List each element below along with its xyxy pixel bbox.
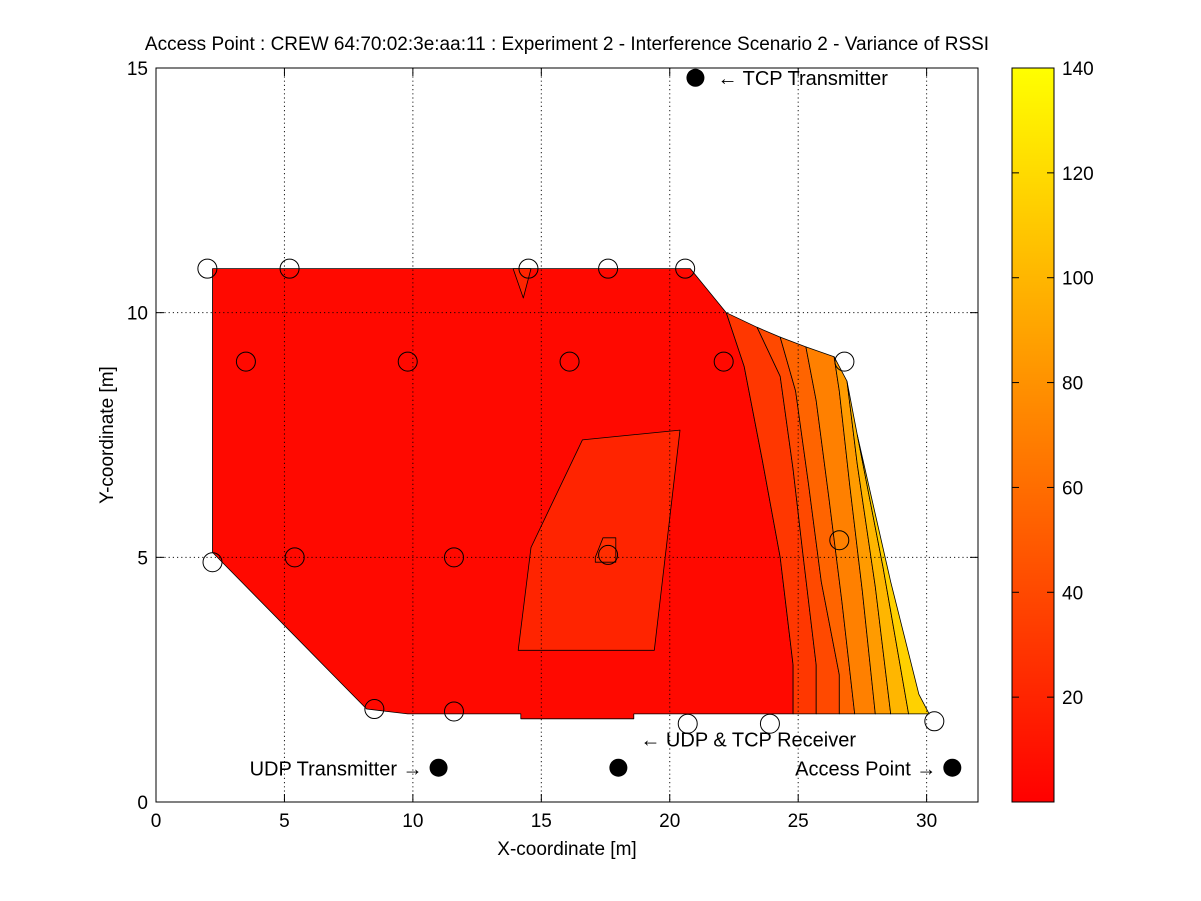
measurement-point [279, 258, 300, 279]
measurement-point [829, 530, 850, 551]
tcp-transmitter-marker [686, 68, 705, 87]
x-tick-label: 0 [151, 811, 162, 832]
measurement-point [598, 544, 619, 565]
x-tick-label: 10 [402, 811, 423, 832]
udp-tcp-receiver-marker [609, 758, 628, 777]
contour-region [512, 268, 532, 299]
contour-regions [212, 268, 930, 720]
contour-region [594, 537, 617, 563]
colorbar-tick-label: 40 [1062, 583, 1083, 604]
x-axis-label: X-coordinate [m] [497, 839, 636, 860]
measurement-point [675, 258, 696, 279]
udp-transmitter-label: UDP Transmitter → [250, 759, 423, 781]
colorbar-tick-label: 120 [1062, 164, 1094, 185]
colorbar-tick-label: 20 [1062, 688, 1083, 709]
measurement-point [284, 547, 305, 568]
tcp-transmitter-label: ← TCP Transmitter [717, 68, 888, 90]
colorbar [1011, 67, 1055, 803]
measurement-point [235, 351, 256, 372]
colorbar-ticks: 20 40 60 80 100 120 140 [1012, 59, 1094, 709]
x-tick-label: 20 [659, 811, 680, 832]
x-tick-label: 25 [788, 811, 809, 832]
x-tick-label: 30 [916, 811, 937, 832]
contour-region [517, 429, 681, 651]
measurement-point [834, 351, 855, 372]
y-axis-label: Y-coordinate [m] [97, 366, 118, 504]
measurement-point [443, 547, 464, 568]
measurement-point [443, 701, 464, 722]
axis-ticks: 0 5 10 15 20 25 30 0 5 10 15 [127, 59, 978, 832]
measurement-point [364, 699, 385, 720]
udp-tcp-receiver-label: ← UDP & TCP Receiver [640, 730, 856, 752]
measurement-point [713, 351, 734, 372]
measurement-point [598, 258, 619, 279]
x-tick-label: 5 [279, 811, 290, 832]
measurement-point [202, 552, 223, 573]
measurement-point [518, 258, 539, 279]
measurement-points [197, 258, 945, 734]
y-tick-label: 15 [127, 59, 148, 80]
measurement-point [677, 713, 698, 734]
contour-region [856, 434, 930, 715]
colorbar-tick-label: 80 [1062, 374, 1083, 395]
y-tick-label: 0 [137, 793, 148, 814]
measurement-point [397, 351, 418, 372]
device-markers: ← TCP Transmitter UDP Transmitter → ← UDP … [250, 68, 962, 781]
access-point-marker [943, 758, 962, 777]
colorbar-tick-label: 60 [1062, 478, 1083, 499]
y-tick-label: 10 [127, 304, 148, 325]
measurement-point [924, 711, 945, 732]
plot-frame [155, 67, 979, 803]
grid-lines [156, 68, 978, 802]
colorbar-tick-label: 100 [1062, 269, 1094, 290]
measurement-point [559, 351, 580, 372]
measurement-point [197, 258, 218, 279]
udp-transmitter-marker [429, 758, 448, 777]
x-tick-label: 15 [531, 811, 552, 832]
access-point-label: Access Point → [795, 759, 936, 781]
contour-region [212, 268, 794, 720]
colorbar-tick-label: 140 [1062, 59, 1094, 80]
measurement-point [759, 713, 780, 734]
y-tick-label: 5 [137, 548, 148, 569]
chart-title: Access Point : CREW 64:70:02:3e:aa:11 : … [145, 34, 989, 55]
